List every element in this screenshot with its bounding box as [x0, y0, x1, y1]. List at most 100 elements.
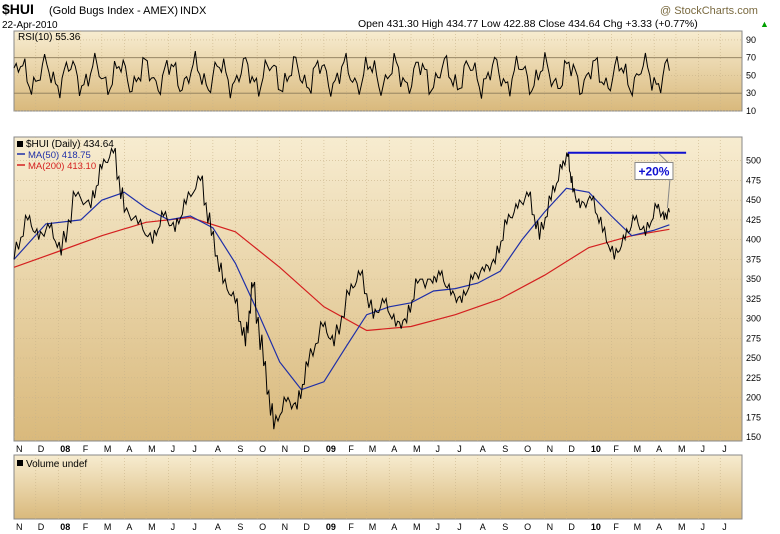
x-tick-label: S [502, 444, 508, 454]
x-tick-label: O [524, 522, 531, 532]
up-arrow-icon: ▲ [760, 19, 769, 29]
rsi-label: RSI(10) 55.36 [18, 32, 81, 43]
price-y-tick-label: 400 [746, 235, 761, 245]
x-tick-label: O [259, 522, 266, 532]
x-tick-label: J [171, 444, 176, 454]
legend-bullet-price [17, 141, 23, 147]
x-tick-label: A [480, 522, 486, 532]
x-tick-label: N [547, 522, 554, 532]
callout-pointer [666, 179, 671, 209]
price-y-tick-label: 325 [746, 294, 761, 304]
chart-date: 22-Apr-2010 [2, 20, 58, 31]
x-axis-bottom: N D 08 F M A M J J A S O N D 09 F M A M J J A S O N D 10 F M A M J J [16, 522, 727, 532]
price-y-tick-label: 200 [746, 393, 761, 403]
x-tick-label: N [282, 444, 289, 454]
x-tick-label: J [457, 522, 462, 532]
x-tick-label: D [568, 444, 575, 454]
x-tick-label: D [38, 522, 45, 532]
x-tick-label: 09 [326, 444, 336, 454]
x-tick-label: M [369, 522, 377, 532]
price-y-tick-label: 450 [746, 195, 761, 205]
price-y-tick-label: 150 [746, 432, 761, 442]
rsi-panel: 10 30 50 70 90 RSI(10) 55.36 [13, 30, 756, 116]
ma200-legend-label: MA(200) 413.10 [28, 161, 96, 172]
x-tick-label: M [413, 444, 421, 454]
x-tick-label: A [656, 444, 662, 454]
x-axis-top: N D 08 F M A M J J A S O N D 09 F M A M J J A S O N D 10 F M A M J J [16, 444, 727, 454]
x-tick-label: A [215, 522, 221, 532]
x-tick-label: M [369, 444, 377, 454]
x-tick-label: O [259, 444, 266, 454]
x-tick-label: M [148, 444, 156, 454]
rsi-y-tick-label: 10 [746, 106, 756, 116]
x-tick-label: O [524, 444, 531, 454]
x-tick-label: F [83, 444, 89, 454]
volume-panel: Volume undef [13, 454, 743, 520]
x-tick-label: F [348, 444, 354, 454]
ma50-line [13, 187, 670, 391]
annotation-box [634, 161, 674, 180]
ma200-line [13, 216, 670, 332]
x-tick-label: J [700, 444, 705, 454]
callout-pointer [657, 152, 669, 163]
price-y-tick-label: 175 [746, 412, 761, 422]
x-tick-label: A [215, 444, 221, 454]
copyright-text: @ StockCharts.com [660, 5, 758, 17]
x-tick-label: M [413, 522, 421, 532]
price-y-tick-label: 500 [746, 156, 761, 166]
x-tick-label: J [171, 522, 176, 532]
x-tick-label: D [303, 444, 310, 454]
x-tick-label: J [700, 522, 705, 532]
x-tick-label: F [613, 444, 619, 454]
price-panel: +20% 150 175 200 225 250 275 300 325 350 375 400 42… [13, 136, 761, 442]
x-tick-label: S [237, 444, 243, 454]
volume-legend-bullet [17, 460, 23, 466]
price-y-tick-label: 475 [746, 175, 761, 185]
x-tick-label: M [104, 522, 112, 532]
x-tick-label: N [282, 522, 289, 532]
x-tick-label: D [568, 522, 575, 532]
x-tick-label: M [678, 444, 686, 454]
x-tick-label: N [547, 444, 554, 454]
price-y-tick-label: 375 [746, 254, 761, 264]
x-tick-label: 10 [591, 522, 601, 532]
price-legend-label: $HUI (Daily) 434.64 [26, 139, 114, 150]
x-tick-label: F [613, 522, 619, 532]
x-tick-label: J [722, 444, 727, 454]
rsi-y-tick-label: 70 [746, 53, 756, 63]
x-tick-label: D [303, 522, 310, 532]
x-tick-label: S [502, 522, 508, 532]
volume-label: Volume undef [26, 459, 87, 470]
ma50-legend-label: MA(50) 418.75 [28, 150, 91, 161]
x-tick-label: S [237, 522, 243, 532]
price-y-tick-label: 425 [746, 215, 761, 225]
price-y-tick-label: 300 [746, 314, 761, 324]
x-tick-label: J [436, 444, 441, 454]
chart-symbol: $HUI [2, 1, 34, 17]
price-y-tick-label: 250 [746, 353, 761, 363]
annotation-label: +20% [638, 164, 669, 178]
x-tick-label: A [391, 444, 397, 454]
price-y-tick-label: 350 [746, 274, 761, 284]
price-panel-background [13, 136, 743, 442]
chart-name: (Gold Bugs Index - AMEX) [49, 5, 178, 17]
x-tick-label: A [126, 444, 132, 454]
x-tick-label: J [192, 522, 197, 532]
rsi-panel-background [13, 30, 743, 112]
price-y-tick-label: 275 [746, 333, 761, 343]
price-y-tick-label: 225 [746, 373, 761, 383]
x-tick-label: M [634, 444, 642, 454]
x-tick-label: M [104, 444, 112, 454]
x-tick-label: J [457, 444, 462, 454]
x-tick-label: M [148, 522, 156, 532]
x-tick-label: A [391, 522, 397, 532]
x-tick-label: N [16, 444, 23, 454]
x-tick-label: J [192, 444, 197, 454]
rsi-y-tick-label: 30 [746, 88, 756, 98]
chart-exchange: INDX [180, 5, 207, 17]
x-tick-label: N [16, 522, 23, 532]
x-tick-label: D [38, 444, 45, 454]
volume-panel-background [13, 454, 743, 520]
rsi-y-tick-label: 90 [746, 35, 756, 45]
